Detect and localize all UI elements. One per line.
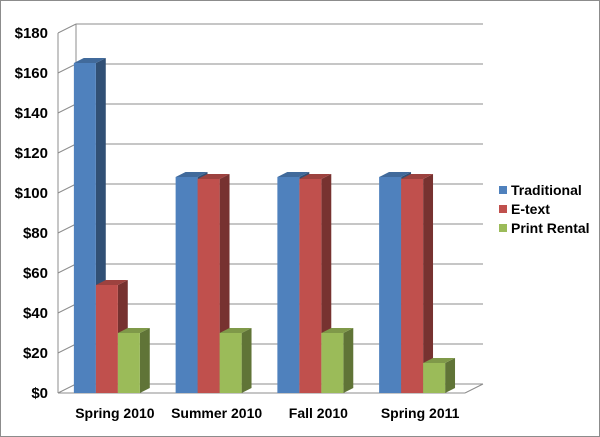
x-tick-label: Spring 2011 — [381, 405, 460, 421]
y-tick-label: $100 — [15, 185, 48, 202]
x-tick-label: Spring 2010 — [75, 405, 155, 421]
gridline-side — [57, 343, 77, 354]
y-tick-label: $60 — [23, 265, 48, 282]
legend-swatch — [499, 186, 507, 194]
bar-print-rental — [423, 358, 456, 393]
y-tick-label: $0 — [31, 385, 48, 402]
bar-print-rental — [219, 328, 252, 393]
y-tick-label: $120 — [15, 145, 48, 162]
bar-e-text — [401, 174, 434, 393]
y-tick-labels: $0 $20 $40 $60 $80 $100 $120 $140 $160 $180 — [15, 25, 48, 402]
gridline-side — [57, 143, 77, 154]
legend: Traditional E-text Print Rental — [499, 182, 590, 236]
floor-left-edge — [57, 383, 77, 394]
y-tick-label: $140 — [15, 105, 48, 122]
legend-swatch — [499, 224, 507, 232]
gridline-side — [57, 183, 77, 194]
gridline-side — [57, 63, 77, 74]
x-tick-label: Fall 2010 — [289, 405, 348, 421]
bars — [73, 58, 456, 394]
y-tick-label: $180 — [15, 25, 48, 42]
bar-print-rental — [117, 328, 150, 393]
y-tick-label: $80 — [23, 225, 48, 242]
gridline-side — [57, 103, 77, 114]
legend-label: E-text — [511, 201, 550, 217]
legend-swatch — [499, 205, 507, 213]
y-tick-label: $40 — [23, 305, 48, 322]
bar-print-rental — [321, 328, 354, 393]
gridline-side — [57, 23, 77, 34]
legend-label: Traditional — [511, 182, 582, 198]
floor-side-edge — [464, 383, 484, 394]
y-tick-label: $160 — [15, 65, 48, 82]
gridline-side — [57, 223, 77, 234]
legend-label: Print Rental — [511, 220, 590, 236]
x-tick-labels: Spring 2010 Summer 2010 Fall 2010 Spring 20… — [75, 405, 459, 421]
gridline-side — [57, 303, 77, 314]
gridline-side — [57, 263, 77, 274]
x-tick-label: Summer 2010 — [171, 405, 262, 421]
y-tick-label: $20 — [23, 345, 48, 362]
